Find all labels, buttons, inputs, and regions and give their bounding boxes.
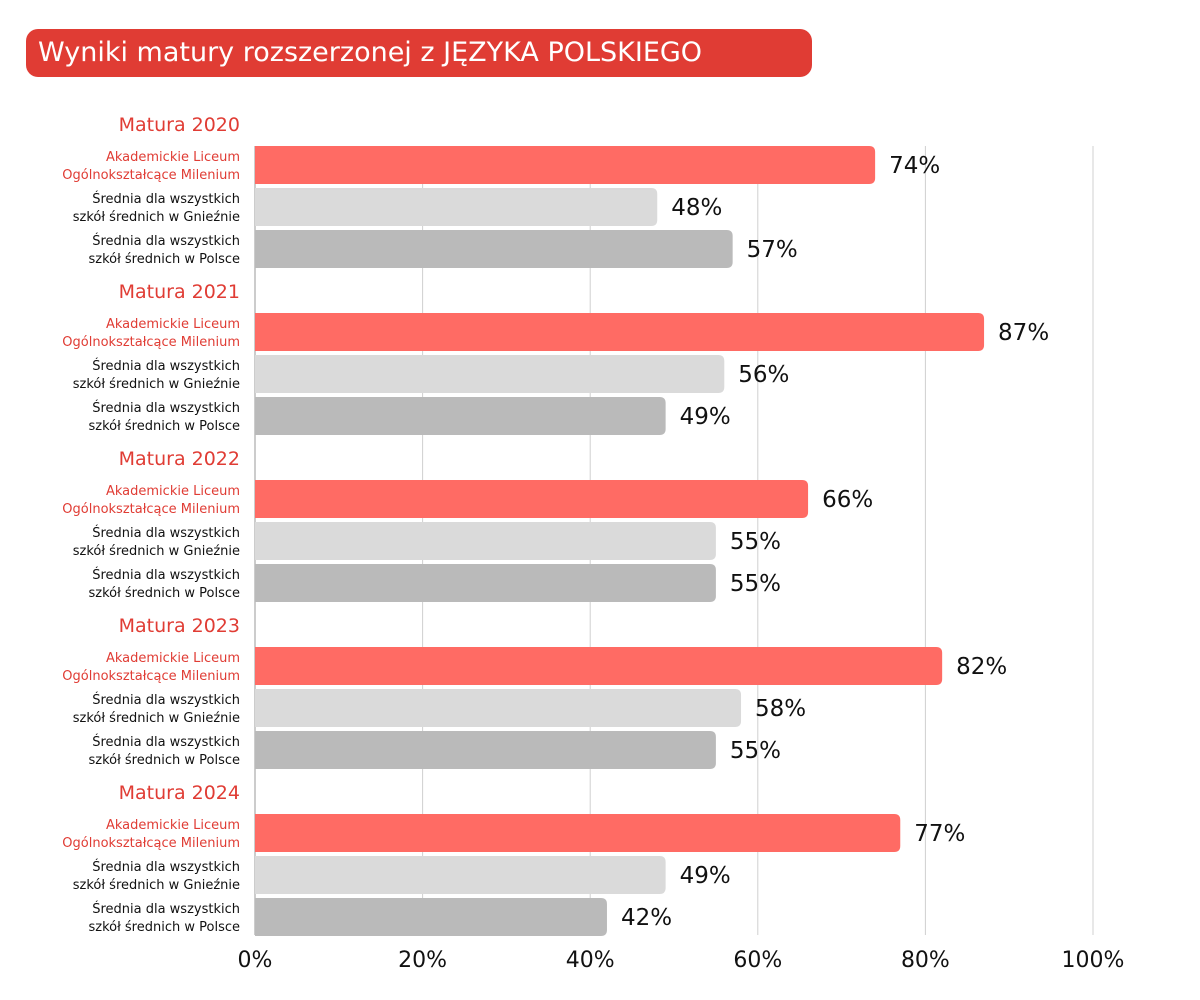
group-label: Matura 2024 [119,782,240,804]
category-label: Ogólnokształcące Milenium [62,669,240,684]
bar [255,564,716,602]
bar [255,480,809,518]
category-label: Akademickie Liceum [106,484,240,499]
category-label: Średnia dla wszystkich [92,859,240,875]
category-label: szkół średnich w Polsce [88,252,240,267]
value-label: 57% [747,237,798,263]
value-label: 48% [671,195,722,221]
x-tick-label: 80% [901,948,950,973]
x-tick-label: 40% [566,948,615,973]
group-label: Matura 2020 [119,114,240,136]
bar [255,522,716,560]
category-label: Średnia dla wszystkich [92,567,240,583]
x-tick-label: 60% [733,948,782,973]
bar [255,146,876,184]
category-label: Średnia dla wszystkich [92,734,240,750]
category-label: szkół średnich w Polsce [88,586,240,601]
value-label: 42% [621,905,672,931]
x-tick-label: 0% [238,948,273,973]
category-label: Średnia dla wszystkich [92,525,240,541]
value-label: 87% [998,320,1049,346]
x-tick-label: 100% [1062,948,1125,973]
category-label: Średnia dla wszystkich [92,358,240,374]
category-label: szkół średnich w Polsce [88,419,240,434]
category-label: Akademickie Liceum [106,818,240,833]
category-label: szkół średnich w Gnieźnie [73,377,240,392]
value-label: 56% [738,362,789,388]
category-label: Średnia dla wszystkich [92,191,240,207]
group-label: Matura 2023 [119,615,240,637]
category-label: szkół średnich w Polsce [88,753,240,768]
value-label: 49% [680,863,731,889]
bar [255,313,985,351]
bar [255,397,666,435]
group-label: Matura 2021 [119,281,240,303]
bar [255,230,733,268]
category-label: Ogólnokształcące Milenium [62,335,240,350]
category-label: Średnia dla wszystkich [92,400,240,416]
category-label: szkół średnich w Gnieźnie [73,544,240,559]
value-label: 55% [730,571,781,597]
bar [255,731,716,769]
value-label: 66% [822,487,873,513]
category-label: szkół średnich w Polsce [88,920,240,935]
value-label: 82% [956,654,1007,680]
bar [255,647,943,685]
category-label: Ogólnokształcące Milenium [62,168,240,183]
category-label: Średnia dla wszystkich [92,233,240,249]
category-label: szkół średnich w Gnieźnie [73,210,240,225]
value-label: 55% [730,738,781,764]
value-label: 77% [914,821,965,847]
category-label: Ogólnokształcące Milenium [62,502,240,517]
bar [255,856,666,894]
chart-title: Wyniki matury rozszerzonej z JĘZYKA POLS… [26,29,812,77]
value-label: 74% [889,153,940,179]
category-label: szkół średnich w Gnieźnie [73,878,240,893]
bar [255,355,725,393]
category-label: Ogólnokształcące Milenium [62,836,240,851]
category-label: Akademickie Liceum [106,651,240,666]
value-label: 55% [730,529,781,555]
bar [255,898,607,936]
bar [255,814,901,852]
x-tick-label: 20% [398,948,447,973]
category-label: Akademickie Liceum [106,317,240,332]
group-label: Matura 2022 [119,448,240,470]
value-label: 49% [680,404,731,430]
category-label: Średnia dla wszystkich [92,901,240,917]
bar [255,689,742,727]
category-label: szkół średnich w Gnieźnie [73,711,240,726]
category-label: Akademickie Liceum [106,150,240,165]
value-label: 58% [755,696,806,722]
bar [255,188,658,226]
category-label: Średnia dla wszystkich [92,692,240,708]
